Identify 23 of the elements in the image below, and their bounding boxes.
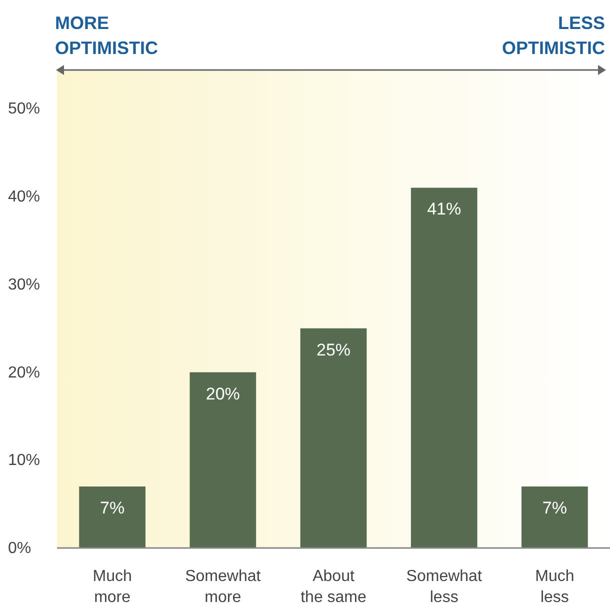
- x-tick-label: Much less: [535, 568, 574, 603]
- y-tick-label: 10%: [8, 452, 40, 470]
- y-tick-label: 40%: [8, 188, 40, 206]
- bar: [79, 486, 146, 548]
- bar: [410, 188, 478, 548]
- x-tick-label: Somewhat less: [406, 568, 482, 603]
- data-label: 25%: [316, 340, 351, 360]
- text: LESS OPTIMISTIC: [502, 13, 605, 58]
- data-label: 41%: [427, 200, 462, 219]
- text: MORE OPTIMISTIC: [55, 13, 158, 58]
- data-label: 7%: [542, 498, 567, 518]
- y-tick-label: 0%: [8, 540, 32, 557]
- data-label: 7%: [100, 498, 125, 518]
- y-tick-label: 20%: [8, 364, 40, 382]
- bar: [300, 328, 367, 548]
- x-tick-label: Somewhat more: [185, 568, 262, 603]
- y-tick-label: 30%: [8, 276, 40, 294]
- x-tick-label: About the same: [300, 568, 367, 603]
- data-label: 20%: [206, 384, 240, 404]
- y-tick-label: 50%: [8, 100, 40, 118]
- bar: [522, 486, 588, 548]
- bar: [190, 372, 256, 548]
- x-tick-label: Much more: [92, 568, 132, 603]
